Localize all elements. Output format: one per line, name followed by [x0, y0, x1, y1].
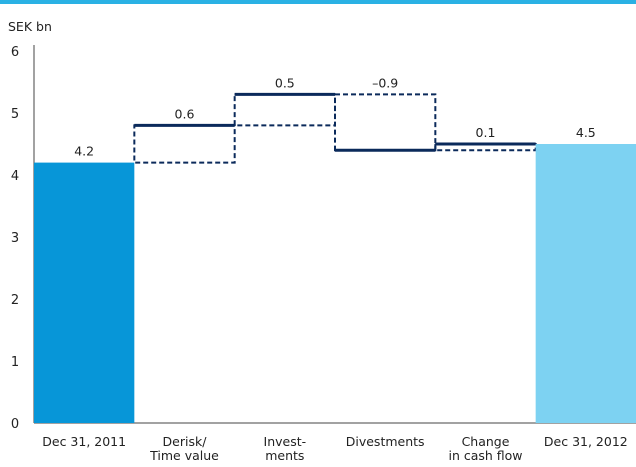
x-tick-label: Time value — [149, 448, 219, 463]
x-tick-label: Derisk/ — [163, 434, 208, 449]
data-label: 4.5 — [576, 125, 596, 140]
step-change-box — [434, 143, 537, 152]
step-change-box — [334, 93, 437, 152]
x-tick-label: Dec 31, 2011 — [42, 434, 126, 449]
bars-layer — [34, 92, 636, 423]
top-rule — [0, 0, 636, 4]
x-tick-label: Dec 31, 2012 — [544, 434, 628, 449]
bar-start-total — [34, 162, 135, 423]
step-change-box — [133, 124, 236, 164]
x-tick-label: Change — [462, 434, 510, 449]
data-label: 0.5 — [275, 75, 295, 90]
x-tick-labels: Dec 31, 2011 Derisk/Time value Invest-ment… — [42, 434, 627, 463]
x-tick-label: Divestments — [346, 434, 425, 449]
y-tick-labels: 0 1 2 3 4 5 6 — [11, 45, 19, 432]
y-tick-label: 5 — [11, 107, 19, 122]
data-labels: 4.2 0.6 0.5 –0.9 0.1 4.5 — [74, 75, 596, 158]
data-label: –0.9 — [372, 75, 398, 90]
data-label: 0.6 — [175, 106, 195, 121]
y-tick-label: 6 — [11, 45, 19, 60]
y-unit-label: SEK bn — [8, 19, 52, 34]
x-tick-label: Invest- — [264, 434, 307, 449]
bar-end-total — [535, 144, 636, 423]
y-tick-label: 0 — [11, 417, 19, 432]
y-tick-label: 3 — [11, 231, 19, 246]
data-label: 0.1 — [476, 125, 496, 140]
data-label: 4.2 — [74, 144, 94, 159]
y-tick-label: 2 — [11, 293, 19, 308]
step-change-box — [233, 93, 337, 127]
y-tick-label: 4 — [11, 169, 19, 184]
x-tick-label: ments — [265, 448, 304, 463]
x-tick-label: in cash flow — [448, 448, 522, 463]
y-tick-label: 1 — [11, 355, 19, 370]
